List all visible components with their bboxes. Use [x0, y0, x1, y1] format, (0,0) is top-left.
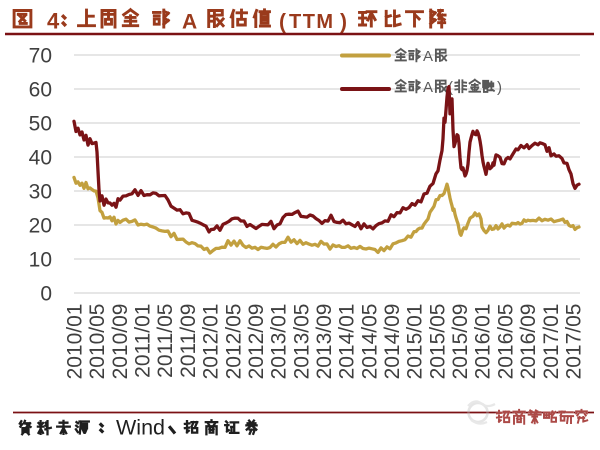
svg-text:2010/01: 2010/01 — [64, 304, 87, 380]
svg-text:2016/05: 2016/05 — [494, 304, 517, 380]
svg-text:2017/05: 2017/05 — [563, 304, 586, 380]
svg-text:2011/09: 2011/09 — [177, 304, 200, 378]
svg-text:2015/05: 2015/05 — [426, 304, 449, 380]
svg-text:60: 60 — [29, 79, 52, 102]
svg-text:A: A — [423, 79, 433, 96]
svg-text:20: 20 — [29, 215, 52, 238]
svg-text:2013/01: 2013/01 — [268, 304, 291, 380]
svg-text:2013/09: 2013/09 — [313, 304, 336, 380]
svg-text:2012/09: 2012/09 — [245, 304, 268, 380]
svg-text:2014/09: 2014/09 — [381, 304, 404, 380]
svg-text:): ) — [497, 79, 502, 96]
svg-text:2014/01: 2014/01 — [336, 304, 359, 380]
svg-text:2017/01: 2017/01 — [540, 304, 563, 380]
svg-text:): ) — [340, 11, 347, 34]
svg-text:2014/05: 2014/05 — [358, 304, 381, 380]
svg-text:2015/01: 2015/01 — [404, 304, 427, 380]
svg-text:10: 10 — [29, 249, 52, 272]
svg-text:Wind: Wind — [116, 416, 165, 440]
svg-text:70: 70 — [29, 45, 52, 68]
svg-text:40: 40 — [29, 147, 52, 170]
svg-text:A: A — [182, 11, 197, 34]
svg-text:2016/09: 2016/09 — [517, 304, 540, 380]
svg-text:2013/05: 2013/05 — [290, 304, 313, 380]
svg-text:A: A — [423, 48, 433, 65]
svg-text:50: 50 — [29, 113, 52, 136]
svg-text:0: 0 — [40, 283, 52, 306]
svg-text:2011/05: 2011/05 — [154, 304, 177, 378]
svg-text:4: 4 — [47, 9, 60, 34]
svg-text:(: ( — [279, 11, 286, 34]
svg-text:2016/01: 2016/01 — [472, 304, 495, 380]
svg-text:TTM: TTM — [289, 11, 335, 33]
svg-text:2015/09: 2015/09 — [449, 304, 472, 380]
svg-text:30: 30 — [29, 181, 52, 204]
svg-text:2012/05: 2012/05 — [222, 304, 245, 380]
svg-text:2011/01: 2011/01 — [132, 304, 155, 378]
svg-text:2010/05: 2010/05 — [86, 304, 109, 380]
svg-text:2012/01: 2012/01 — [200, 304, 223, 380]
svg-text:2010/09: 2010/09 — [109, 304, 132, 380]
